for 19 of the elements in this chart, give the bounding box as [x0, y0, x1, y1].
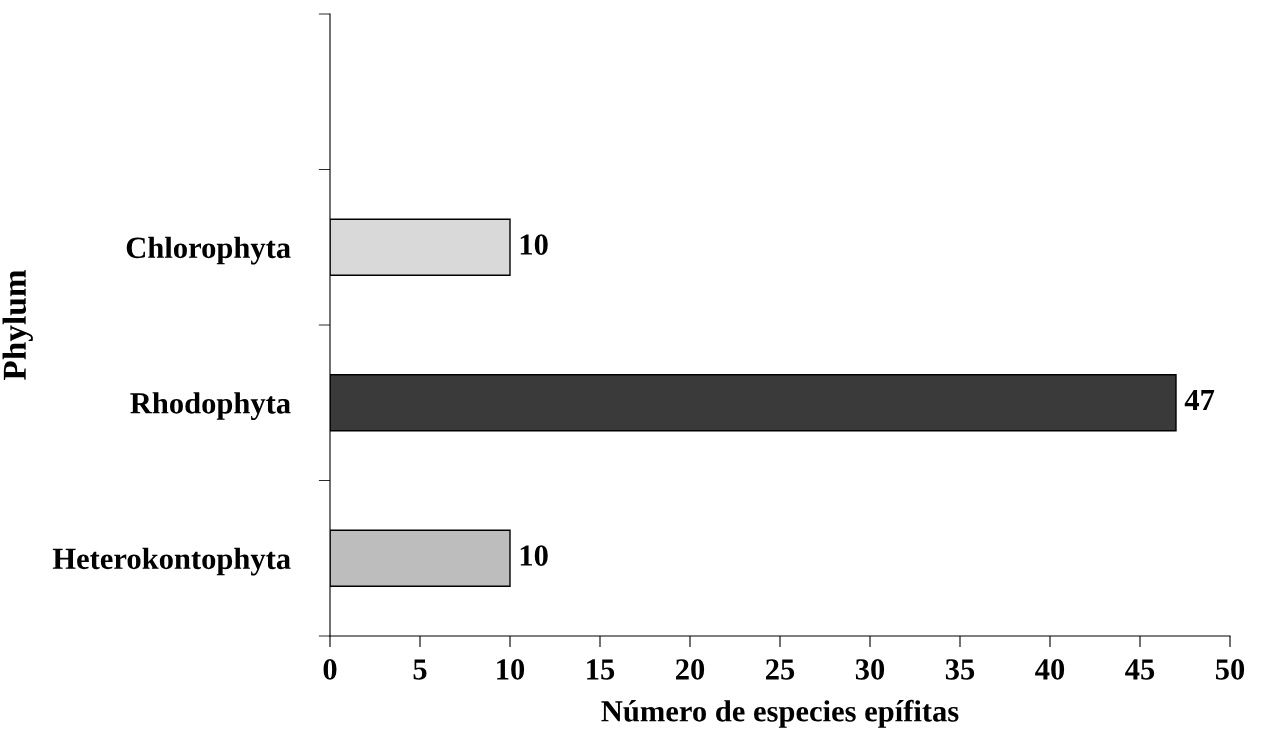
y-tick-label: Rhodophyta: [130, 392, 291, 420]
y-tick-label: Chlorophyta: [126, 236, 291, 265]
x-tick-label: 5: [413, 659, 427, 680]
x-tick-label: 15: [587, 659, 615, 680]
x-tick-label: 45: [1125, 659, 1155, 680]
x-tick-label: 50: [1215, 659, 1245, 680]
x-axis-title: Número de especies epífitas: [601, 699, 959, 728]
x-tick-label: 35: [945, 659, 975, 680]
x-tick-label: 20: [676, 659, 705, 680]
x-tick-label: 40: [1035, 659, 1065, 680]
y-axis-title: Phylum: [2, 270, 33, 380]
x-tick-label: 10: [497, 659, 525, 680]
data-label: 10: [520, 234, 548, 255]
data-label: 10: [520, 545, 548, 566]
x-tick-label: 25: [766, 659, 795, 680]
x-tick-label: 30: [855, 659, 885, 680]
y-tick-label: Heterokontophyta: [52, 547, 291, 576]
data-label: 47: [1184, 389, 1215, 411]
x-tick-label: 0: [323, 659, 337, 680]
